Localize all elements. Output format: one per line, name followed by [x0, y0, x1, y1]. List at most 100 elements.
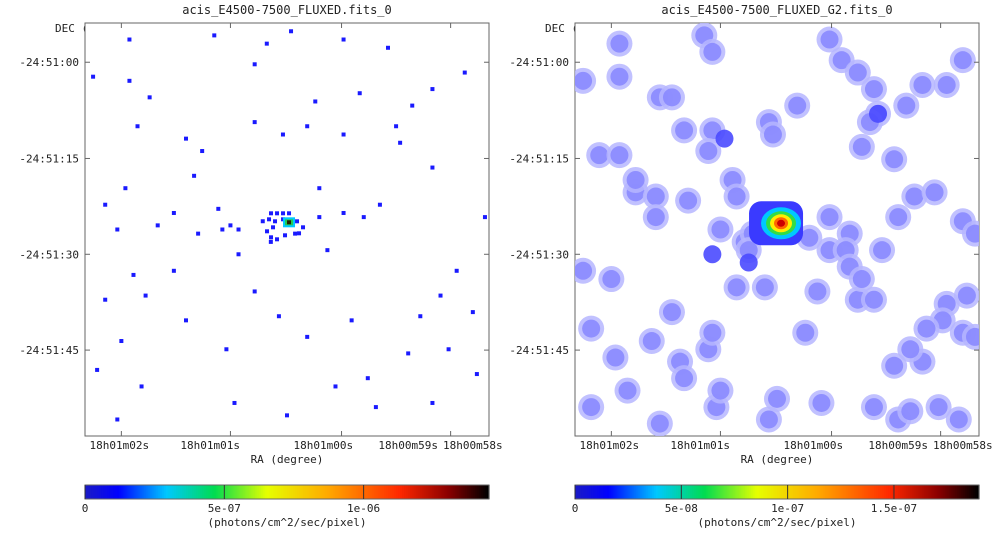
colorbar-segment: [694, 485, 697, 499]
colorbar-segment: [119, 485, 122, 499]
smoothed-blob-core: [711, 381, 730, 400]
smoothed-blob-core: [965, 224, 979, 243]
colorbar-segment: [781, 485, 784, 499]
colorbar-segment: [335, 485, 339, 499]
y-tick-label: -24:51:30: [509, 248, 569, 261]
colorbar-segment: [398, 485, 401, 499]
x-tick-label: 18h01m00s: [294, 439, 354, 452]
colorbar-segment: [159, 485, 163, 499]
colorbar-segment: [724, 485, 728, 499]
colorbar-segment: [163, 485, 167, 499]
colorbar-segment: [730, 485, 734, 499]
colorbar-segment: [331, 485, 335, 499]
photon-event: [171, 210, 176, 215]
photon-event: [410, 103, 415, 108]
photon-event: [430, 165, 435, 170]
colorbar-segment: [688, 485, 691, 499]
smoothed-blob-dense: [869, 104, 887, 123]
photon-event: [446, 347, 451, 352]
colorbar-segment: [738, 485, 742, 499]
colorbar-segment: [236, 485, 240, 499]
colorbar-segment: [432, 485, 436, 499]
colorbar-segment: [412, 485, 415, 499]
colorbar-segment: [408, 485, 411, 499]
colorbar-segment: [839, 485, 843, 499]
colorbar-segment: [224, 485, 227, 499]
colorbar-segment: [309, 485, 312, 499]
colorbar-tick-label: 0: [82, 502, 89, 515]
colorbar-segment: [482, 485, 486, 499]
photon-event: [192, 173, 197, 178]
colorbar-segment: [904, 485, 907, 499]
colorbar-segment: [890, 485, 893, 499]
y-tick-label: -24:51:00: [19, 56, 79, 69]
colorbar-segment: [847, 485, 851, 499]
colorbar-segment: [276, 485, 280, 499]
colorbar-segment: [811, 485, 814, 499]
colorbar-segment: [367, 485, 371, 499]
photon-event: [297, 231, 302, 236]
colorbar-segment: [438, 485, 442, 499]
smoothed-blob-core: [820, 208, 839, 227]
colorbar-segment: [125, 485, 129, 499]
colorbar-segment: [422, 485, 425, 499]
colorbar-tick-label: 0: [572, 502, 579, 515]
smoothed-blob-core: [901, 402, 920, 421]
smoothed-blob-core: [913, 75, 932, 94]
colorbar-segment: [714, 485, 717, 499]
colorbar-segment: [958, 485, 962, 499]
colorbar-segment: [208, 485, 211, 499]
colorbar-segment: [760, 485, 764, 499]
photon-event: [271, 225, 276, 230]
smoothed-blob-core: [626, 170, 645, 189]
photon-event: [438, 293, 443, 298]
photon-event: [267, 217, 272, 222]
colorbar-segment: [188, 485, 191, 499]
colorbar-segment: [361, 485, 365, 499]
colorbar-segment: [468, 485, 472, 499]
colorbar-segment: [127, 485, 131, 499]
colorbar-segment: [131, 485, 135, 499]
smoothed-blob-core: [582, 398, 601, 417]
photon-event: [252, 62, 257, 67]
colorbar-segment: [787, 485, 790, 499]
colorbar-segment: [871, 485, 875, 499]
colorbar-segment: [805, 485, 808, 499]
colorbar-segment: [450, 485, 454, 499]
colorbar-segment: [299, 485, 302, 499]
colorbar-segment: [581, 485, 584, 499]
colorbar-segment: [305, 485, 308, 499]
smoothed-blob-core: [864, 398, 883, 417]
colorbar-segment: [248, 485, 252, 499]
smoothed-blob-core: [905, 187, 924, 206]
colorbar-segment: [665, 485, 669, 499]
colorbar-segment: [669, 485, 673, 499]
smoothed-blob-core: [727, 187, 746, 206]
colorbar-segment: [418, 485, 421, 499]
colorbar-segment: [791, 485, 794, 499]
colorbar-segment: [651, 485, 655, 499]
colorbar-segment: [396, 485, 399, 499]
colorbar-segment: [577, 485, 580, 499]
colorbar-segment: [289, 485, 292, 499]
colorbar-segment: [186, 485, 189, 499]
colorbar-segment: [379, 485, 383, 499]
colorbar-segment: [966, 485, 970, 499]
colorbar-segment: [410, 485, 413, 499]
photon-event: [232, 400, 237, 405]
photon-event: [212, 33, 217, 38]
colorbar-segment: [400, 485, 403, 499]
colorbar-segment: [141, 485, 145, 499]
colorbar-segment: [819, 485, 823, 499]
photon-event: [115, 417, 120, 422]
colorbar-segment: [436, 485, 440, 499]
colorbar-segment: [210, 485, 213, 499]
colorbar-segment: [649, 485, 653, 499]
colorbar-segment: [900, 485, 903, 499]
colorbar-segment: [857, 485, 861, 499]
colorbar-segment: [774, 485, 778, 499]
colorbar-segment: [789, 485, 792, 499]
photon-event: [264, 41, 269, 46]
colorbar-segment: [585, 485, 588, 499]
colorbar-segment: [623, 485, 627, 499]
